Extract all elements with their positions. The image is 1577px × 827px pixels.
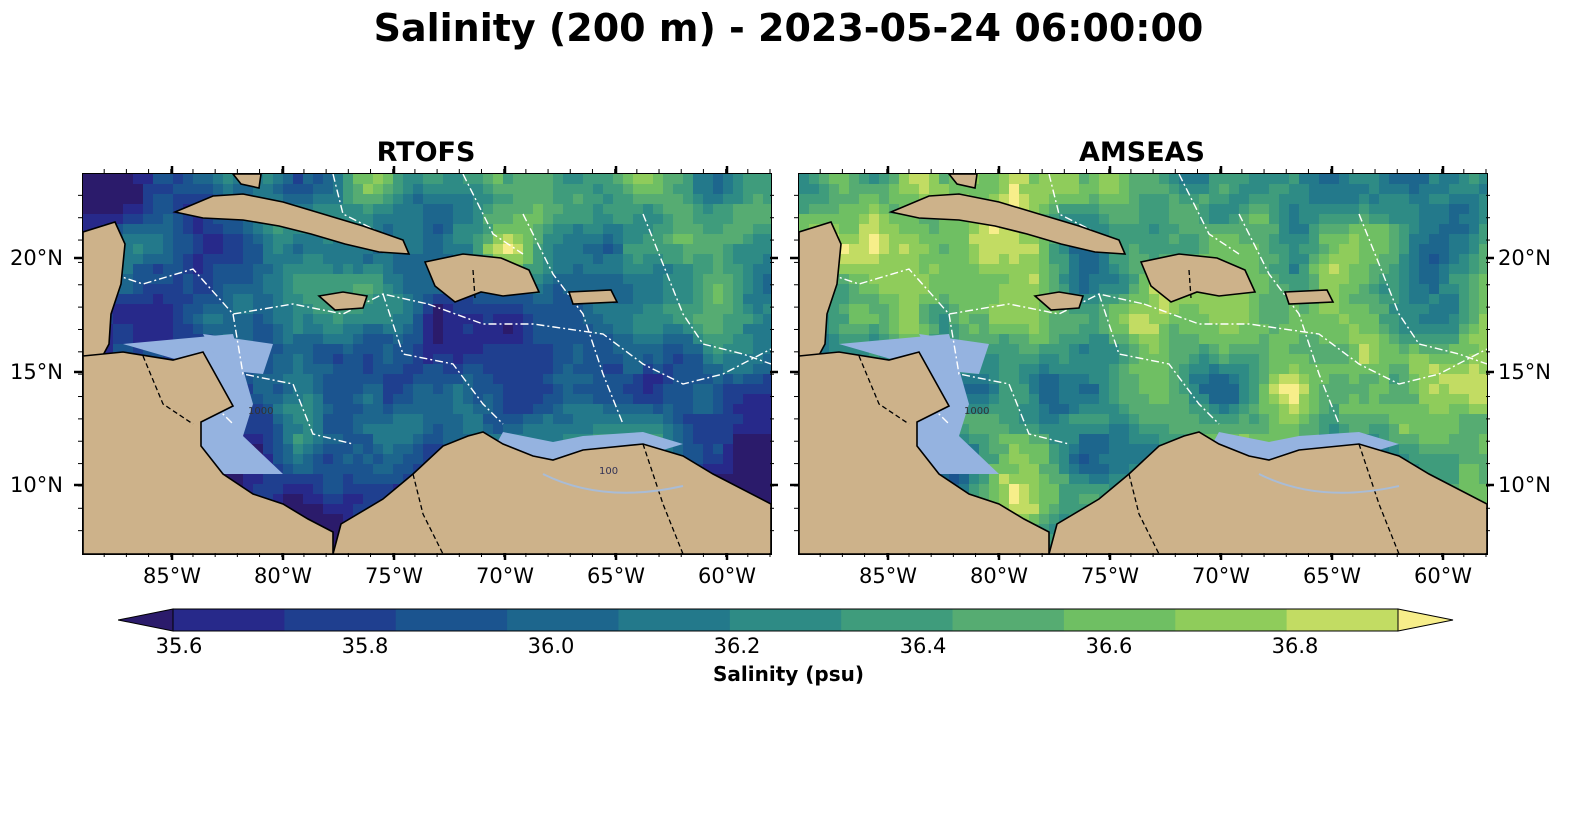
salinity-map-amseas: 1000	[799, 174, 1487, 554]
country-border	[1358, 443, 1400, 554]
colorbar-swatch	[952, 609, 1065, 631]
eez-boundary	[462, 174, 524, 255]
eez-boundary	[83, 263, 429, 315]
river	[1258, 473, 1400, 494]
colorbar-swatch	[507, 609, 620, 631]
lat-tick-20n-right: 20°N	[1498, 246, 1551, 270]
country-border	[472, 269, 476, 299]
lon-tick-70w-right: 70°W	[1192, 564, 1250, 588]
lon-tick-85w-left: 85°W	[143, 564, 201, 588]
colorbar-tick-36-0: 36.0	[527, 634, 575, 658]
colorbar-swatches	[117, 608, 1454, 632]
colorbar-swatch	[1286, 609, 1399, 631]
country-border	[1188, 269, 1192, 299]
colorbar-swatch	[173, 609, 285, 631]
land-mass	[83, 351, 334, 554]
colorbar-swatch	[1063, 609, 1176, 631]
eez-boundary	[1358, 213, 1487, 365]
colorbar	[117, 608, 1454, 632]
eez-boundary	[332, 174, 384, 235]
lon-tick-75w-left: 75°W	[365, 564, 423, 588]
eez-boundary	[948, 313, 1070, 445]
lat-tick-10n-right: 10°N	[1498, 473, 1551, 497]
lon-tick-75w-right: 75°W	[1081, 564, 1139, 588]
land-mass	[888, 193, 1127, 255]
land-mass	[799, 351, 1050, 554]
eez-boundary	[642, 213, 771, 365]
eez-boundary	[1238, 213, 1340, 425]
lon-tick-80w-right: 80°W	[970, 564, 1028, 588]
eez-boundary	[1143, 303, 1487, 385]
contour-label: 1000	[964, 406, 989, 417]
country-border	[858, 355, 910, 425]
land-mass	[947, 174, 978, 189]
land-mass	[231, 174, 262, 189]
figure-title: Salinity (200 m) - 2023-05-24 06:00:00	[373, 6, 1204, 50]
eez-boundary	[232, 313, 354, 445]
lon-tick-65w-right: 65°W	[1303, 564, 1361, 588]
country-border	[642, 443, 684, 554]
lon-tick-60w-right: 60°W	[1414, 564, 1472, 588]
contour-label: 1000	[248, 406, 273, 417]
lat-tick-20n-left: 20°N	[10, 246, 63, 270]
map-panel-rtofs: 1000 100	[82, 173, 772, 555]
eez-boundary	[799, 263, 1145, 315]
land-mass	[317, 291, 369, 311]
colorbar-tick-36-6: 36.6	[1085, 634, 1133, 658]
colorbar-tick-35-8: 35.8	[341, 634, 389, 658]
land-mass	[1139, 253, 1257, 303]
lat-tick-15n-left: 15°N	[10, 360, 63, 384]
map-panel-amseas: 1000	[798, 173, 1488, 555]
colorbar-extend-high	[1397, 608, 1454, 632]
colorbar-swatch	[395, 609, 508, 631]
land-mass	[1033, 291, 1085, 311]
lon-tick-60w-left: 60°W	[698, 564, 756, 588]
land-mass	[1283, 289, 1335, 305]
salinity-map-rtofs: 1000 100	[83, 174, 771, 554]
lat-tick-10n-left: 10°N	[10, 473, 63, 497]
panel-title-amseas: AMSEAS	[1079, 137, 1205, 168]
eez-boundary	[382, 293, 504, 425]
shelf-area	[919, 334, 989, 374]
lon-tick-85w-right: 85°W	[859, 564, 917, 588]
colorbar-swatch	[841, 609, 954, 631]
colorbar-tick-36-4: 36.4	[899, 634, 947, 658]
country-border	[142, 355, 194, 425]
country-border	[412, 473, 444, 554]
colorbar-swatch	[284, 609, 397, 631]
shelf-area	[203, 334, 273, 374]
eez-boundary	[1178, 174, 1240, 255]
lat-tick-15n-right: 15°N	[1498, 360, 1551, 384]
land-mass	[1048, 431, 1487, 554]
land-mass	[423, 253, 541, 303]
colorbar-tick-35-6: 35.6	[155, 634, 203, 658]
land-mass	[567, 289, 619, 305]
colorbar-tick-36-8: 36.8	[1271, 634, 1319, 658]
land-mass	[332, 431, 771, 554]
eez-boundary	[1098, 293, 1220, 425]
lon-tick-80w-left: 80°W	[254, 564, 312, 588]
colorbar-tick-36-2: 36.2	[713, 634, 761, 658]
colorbar-title: Salinity (psu)	[712, 662, 864, 686]
eez-boundary	[427, 303, 771, 385]
river	[542, 473, 684, 494]
colorbar-swatch	[729, 609, 842, 631]
colorbar-swatch	[618, 609, 731, 631]
lon-tick-70w-left: 70°W	[476, 564, 534, 588]
contour-label: 100	[599, 466, 618, 477]
colorbar-extend-low	[117, 608, 174, 632]
lon-tick-65w-left: 65°W	[587, 564, 645, 588]
land-mass	[172, 193, 411, 255]
colorbar-swatch	[1175, 609, 1288, 631]
eez-boundary	[522, 213, 624, 425]
country-border	[1128, 473, 1160, 554]
panel-title-rtofs: RTOFS	[376, 137, 476, 168]
eez-boundary	[1048, 174, 1100, 235]
